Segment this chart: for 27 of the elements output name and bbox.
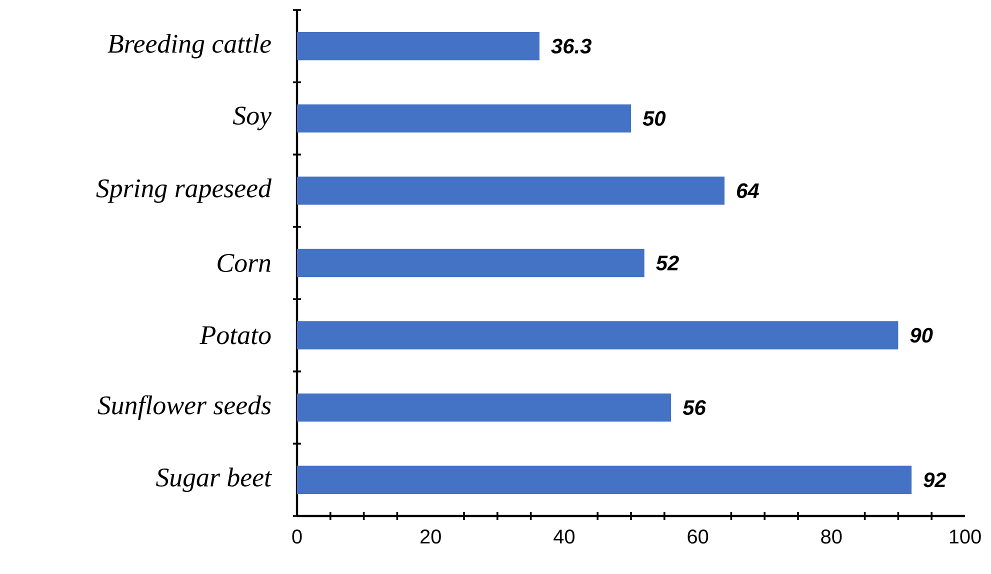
y-tick-label: Spring rapeseed (96, 178, 272, 203)
data-label: 36.3 (551, 38, 592, 54)
bar (297, 466, 912, 494)
y-tick-label: Breeding cattle (108, 34, 271, 58)
y-tick-label: Sunflower seeds (98, 395, 271, 420)
y-tick-label: Sugar beet (156, 468, 272, 492)
y-tick-label: Soy (232, 106, 272, 130)
data-label: 90 (910, 328, 933, 343)
x-tick-label: 0 (292, 530, 302, 544)
data-label: 52 (656, 256, 679, 270)
bar (297, 32, 540, 60)
x-tick-label: 60 (688, 530, 708, 544)
data-label: 56 (682, 400, 706, 415)
x-tick-label: 80 (821, 530, 842, 544)
bar (297, 176, 725, 205)
x-tick-label: 100 (950, 530, 981, 544)
x-tick-label: 40 (554, 530, 575, 544)
bar (297, 393, 672, 422)
y-tick-label: Potato (200, 326, 271, 344)
data-label: 92 (924, 472, 946, 488)
bar (297, 321, 898, 350)
bar (297, 104, 632, 133)
y-tick-label: Corn (218, 254, 270, 272)
bar (297, 248, 644, 278)
x-tick-label: 20 (420, 530, 441, 544)
data-label: 64 (737, 183, 759, 198)
data-label: 50 (642, 111, 666, 126)
